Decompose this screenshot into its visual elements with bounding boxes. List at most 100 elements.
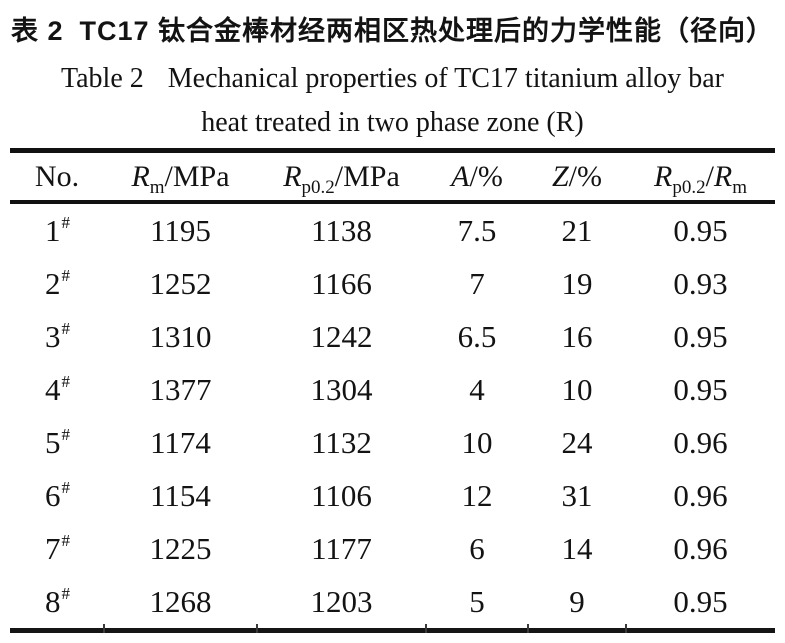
- unit-percent: /%: [469, 159, 503, 193]
- table-caption-chinese: 表 2 TC17 钛合金棒材经两相区热处理后的力学性能（径向）: [0, 0, 785, 48]
- cell-rm: 1154: [150, 477, 211, 513]
- table-row: 8# 1268 1203 5 9 0.95: [10, 575, 775, 628]
- cell-rp02: 1166: [311, 265, 372, 301]
- cell-z: 21: [561, 212, 593, 248]
- cell-rm: 1252: [149, 265, 212, 301]
- hash-superscript: #: [61, 477, 71, 497]
- cell-rm: 1268: [149, 583, 212, 619]
- cell-z: 10: [561, 371, 593, 407]
- header-rp02: Rp0.2/MPa: [257, 150, 426, 204]
- cell-a: 4: [469, 371, 485, 407]
- specimen-number: 1: [45, 212, 61, 248]
- table-caption-en-line1: Table 2 Mechanical properties of TC17 tit…: [0, 57, 785, 101]
- cell-specimen-number: 8#: [10, 575, 104, 628]
- specimen-number: 8: [45, 583, 61, 619]
- cell-a: 10: [461, 424, 493, 460]
- table-caption-cn-text: TC17 钛合金棒材经两相区热处理后的力学性能（径向）: [79, 16, 775, 46]
- cell-z: 16: [561, 318, 593, 354]
- cell-rp02: 1304: [310, 371, 373, 407]
- table-row: 5# 1174 1132 10 24 0.96: [10, 416, 775, 469]
- symbol-rp02: R: [283, 159, 302, 193]
- hash-superscript: #: [61, 424, 71, 444]
- cell-rm: 1377: [149, 371, 212, 407]
- cell-ratio: 0.93: [673, 265, 728, 301]
- cell-z: 24: [561, 424, 593, 460]
- hash-superscript: #: [61, 371, 71, 391]
- cell-specimen-number: 5#: [10, 416, 104, 469]
- cell-rp02: 1177: [311, 530, 372, 566]
- cell-ratio: 0.95: [673, 371, 728, 407]
- unit-mpa: /MPa: [334, 159, 400, 193]
- table-row: 3# 1310 1242 6.5 16 0.95: [10, 310, 775, 363]
- cell-ratio: 0.95: [673, 212, 728, 248]
- cell-ratio: 0.96: [673, 477, 728, 513]
- symbol-rm: R: [131, 159, 150, 193]
- header-rm: Rm/MPa: [104, 150, 257, 204]
- symbol-rp02: R: [653, 159, 673, 193]
- cell-ratio: 0.95: [673, 318, 728, 354]
- subscript-p02: p0.2: [301, 176, 335, 198]
- hash-superscript: #: [61, 318, 71, 338]
- cell-rm: 1174: [150, 424, 211, 460]
- cell-ratio: 0.96: [673, 424, 728, 460]
- table-row: 1# 1195 1138 7.5 21 0.95: [10, 202, 775, 257]
- table-caption-en-line2: heat treated in two phase zone (R): [201, 107, 584, 138]
- cell-specimen-number: 4#: [10, 363, 104, 416]
- header-z: Z/%: [528, 150, 626, 204]
- cell-a: 12: [461, 477, 493, 513]
- hash-superscript: #: [61, 530, 71, 550]
- slash: /: [705, 159, 714, 193]
- table-caption-english: Table 2 Mechanical properties of TC17 tit…: [0, 57, 785, 145]
- cell-z: 31: [561, 477, 593, 513]
- column-boundary-tick: [625, 624, 627, 633]
- table-number-cn: 表 2: [10, 16, 64, 46]
- header-a: A/%: [426, 150, 528, 204]
- column-boundary-tick: [103, 624, 105, 633]
- subscript-m: m: [732, 176, 748, 198]
- cell-specimen-number: 2#: [10, 257, 104, 310]
- table-caption-en-text: Mechanical properties of TC17 titanium a…: [167, 63, 724, 94]
- specimen-number: 2: [45, 265, 61, 301]
- symbol-a: A: [451, 159, 470, 193]
- hash-superscript: #: [61, 265, 71, 285]
- column-boundary-tick: [425, 624, 427, 633]
- cell-a: 5: [469, 583, 485, 619]
- specimen-number: 6: [45, 477, 61, 513]
- table-row: 7# 1225 1177 6 14 0.96: [10, 522, 775, 575]
- cell-rm: 1310: [149, 318, 212, 354]
- subscript-m: m: [149, 176, 165, 198]
- header-no: No.: [10, 150, 104, 204]
- cell-rp02: 1106: [311, 477, 372, 513]
- cell-ratio: 0.96: [673, 530, 728, 566]
- unit-mpa: /MPa: [164, 159, 230, 193]
- column-boundary-tick: [256, 624, 258, 633]
- header-row: No. Rm/MPa Rp0.2/MPa A/% Z/% Rp0.2/Rm: [10, 150, 775, 204]
- table-bottom-rule: [10, 624, 775, 633]
- cell-specimen-number: 7#: [10, 522, 104, 575]
- symbol-rm: R: [713, 159, 733, 193]
- cell-a: 6: [469, 530, 485, 566]
- specimen-number: 5: [45, 424, 61, 460]
- cell-a: 6.5: [457, 318, 497, 354]
- mechanical-properties-table: No. Rm/MPa Rp0.2/MPa A/% Z/% Rp0.2/Rm 1#…: [10, 148, 775, 628]
- cell-a: 7.5: [457, 212, 497, 248]
- cell-rm: 1195: [150, 212, 211, 248]
- hash-superscript: #: [61, 583, 71, 603]
- cell-specimen-number: 6#: [10, 469, 104, 522]
- table-number-en: Table 2: [60, 63, 144, 94]
- specimen-number: 7: [45, 530, 61, 566]
- specimen-number: 3: [45, 318, 61, 354]
- cell-a: 7: [469, 265, 485, 301]
- unit-percent: /%: [568, 159, 602, 193]
- symbol-z: Z: [551, 159, 569, 193]
- cell-rp02: 1132: [311, 424, 372, 460]
- table-row: 4# 1377 1304 4 10 0.95: [10, 363, 775, 416]
- hash-superscript: #: [61, 212, 71, 232]
- cell-z: 19: [561, 265, 593, 301]
- cell-rp02: 1242: [310, 318, 373, 354]
- table-row: 6# 1154 1106 12 31 0.96: [10, 469, 775, 522]
- cell-z: 14: [561, 530, 593, 566]
- table-row: 2# 1252 1166 7 19 0.93: [10, 257, 775, 310]
- cell-rm: 1225: [149, 530, 212, 566]
